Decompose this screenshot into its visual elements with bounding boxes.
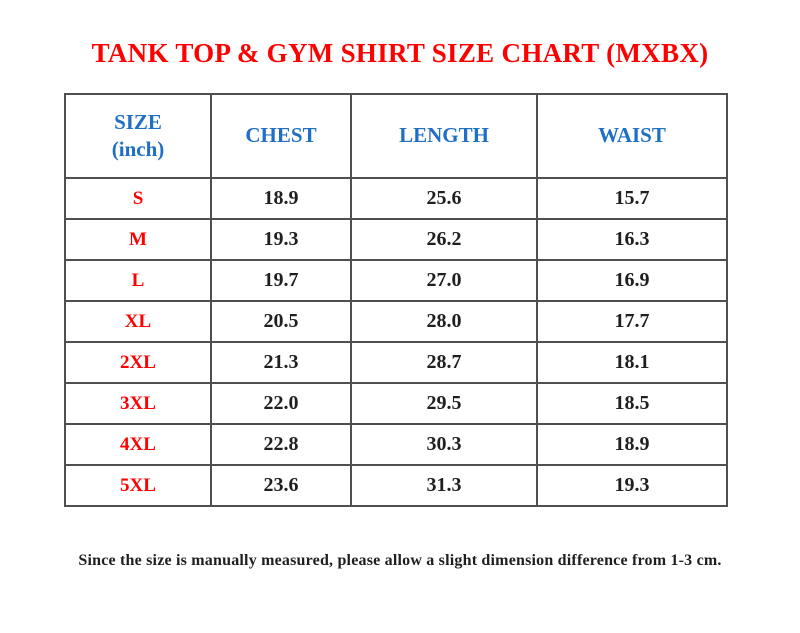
waist-cell: 18.1 <box>536 341 728 384</box>
length-cell: 26.2 <box>350 218 538 261</box>
chest-cell: 19.3 <box>210 218 352 261</box>
column-header-waist: WAIST <box>536 93 728 179</box>
waist-cell: 15.7 <box>536 177 728 220</box>
length-cell: 28.0 <box>350 300 538 343</box>
length-cell: 29.5 <box>350 382 538 425</box>
column-header-chest: CHEST <box>210 93 352 179</box>
table-row: L 19.7 27.0 16.9 <box>64 259 728 302</box>
waist-cell: 17.7 <box>536 300 728 343</box>
waist-cell: 16.9 <box>536 259 728 302</box>
size-cell: M <box>64 218 212 261</box>
size-cell: L <box>64 259 212 302</box>
waist-cell: 16.3 <box>536 218 728 261</box>
size-cell: 2XL <box>64 341 212 384</box>
size-cell: S <box>64 177 212 220</box>
header-row: SIZE (inch) CHEST LENGTH WAIST <box>64 93 728 179</box>
table-row: 4XL 22.8 30.3 18.9 <box>64 423 728 466</box>
table-row: 5XL 23.6 31.3 19.3 <box>64 464 728 507</box>
size-chart-table: SIZE (inch) CHEST LENGTH WAIST S 18.9 25… <box>64 93 728 507</box>
size-cell: 5XL <box>64 464 212 507</box>
chest-cell: 20.5 <box>210 300 352 343</box>
table-row: 3XL 22.0 29.5 18.5 <box>64 382 728 425</box>
waist-cell: 18.5 <box>536 382 728 425</box>
page-title: TANK TOP & GYM SHIRT SIZE CHART (MXBX) <box>91 38 709 68</box>
size-cell: XL <box>64 300 212 343</box>
chest-cell: 22.0 <box>210 382 352 425</box>
column-header-size: SIZE (inch) <box>64 93 212 179</box>
size-cell: 4XL <box>64 423 212 466</box>
table-row: 2XL 21.3 28.7 18.1 <box>64 341 728 384</box>
column-header-length: LENGTH <box>350 93 538 179</box>
chest-cell: 23.6 <box>210 464 352 507</box>
measurement-disclaimer: Since the size is manually measured, ple… <box>78 552 722 569</box>
length-cell: 27.0 <box>350 259 538 302</box>
length-cell: 28.7 <box>350 341 538 384</box>
table-row: M 19.3 26.2 16.3 <box>64 218 728 261</box>
chest-cell: 21.3 <box>210 341 352 384</box>
chest-cell: 19.7 <box>210 259 352 302</box>
length-cell: 31.3 <box>350 464 538 507</box>
waist-cell: 18.9 <box>536 423 728 466</box>
size-cell: 3XL <box>64 382 212 425</box>
table-header: SIZE (inch) CHEST LENGTH WAIST <box>64 93 728 179</box>
table-row: XL 20.5 28.0 17.7 <box>64 300 728 343</box>
table-row: S 18.9 25.6 15.7 <box>64 177 728 220</box>
length-cell: 25.6 <box>350 177 538 220</box>
length-cell: 30.3 <box>350 423 538 466</box>
chest-cell: 18.9 <box>210 177 352 220</box>
table-body: S 18.9 25.6 15.7 M 19.3 26.2 16.3 L 19.7… <box>64 177 728 507</box>
waist-cell: 19.3 <box>536 464 728 507</box>
chest-cell: 22.8 <box>210 423 352 466</box>
